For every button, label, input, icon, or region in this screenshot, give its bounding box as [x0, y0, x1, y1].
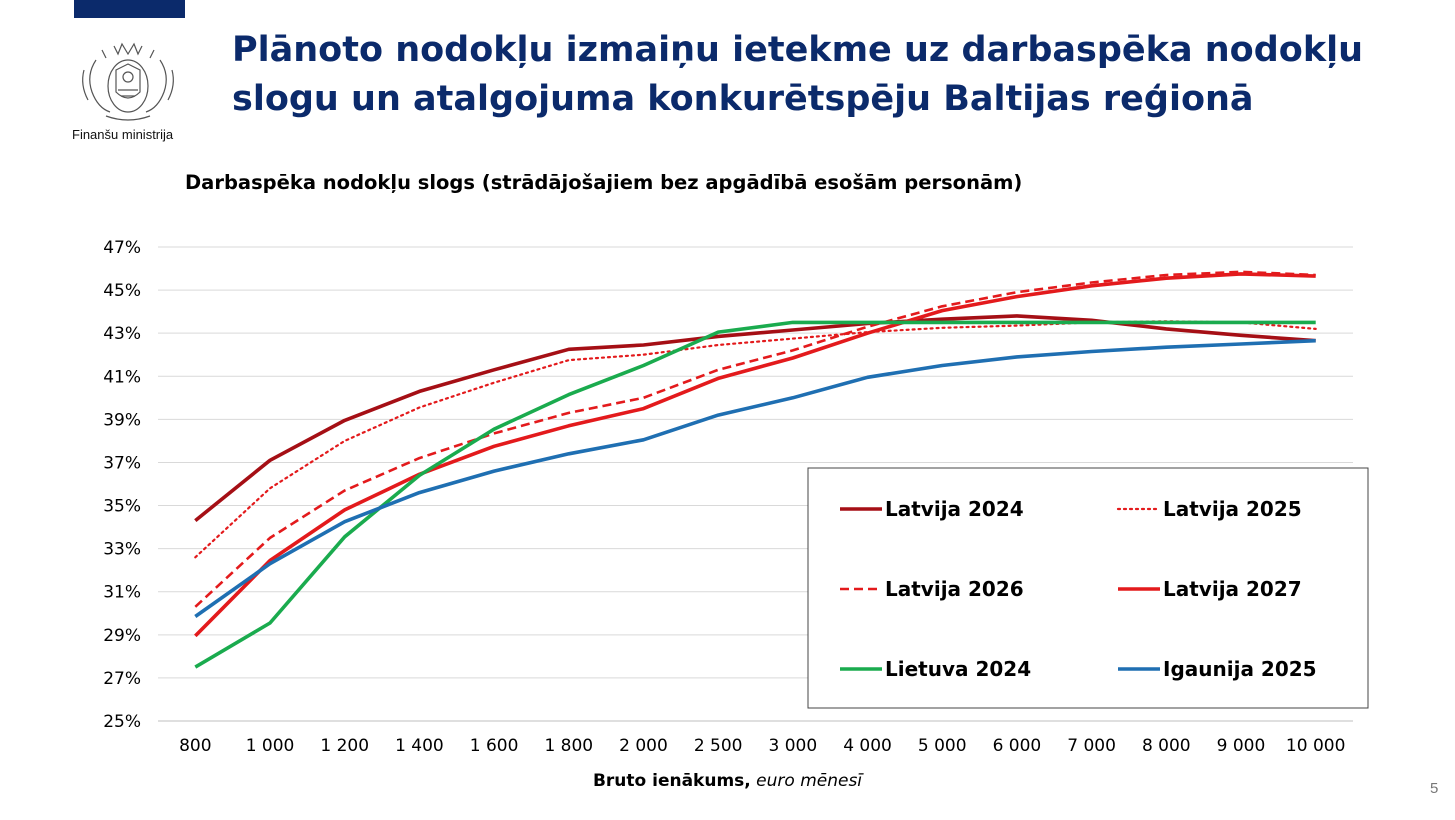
y-tick-label: 35%: [103, 497, 141, 517]
legend-label: Latvija 2024: [885, 497, 1024, 521]
y-tick-label: 29%: [103, 626, 141, 646]
x-tick-label: 4 000: [843, 736, 892, 756]
y-tick-label: 47%: [103, 238, 141, 258]
x-tick-label: 9 000: [1217, 736, 1266, 756]
x-tick-label: 10 000: [1286, 736, 1345, 756]
x-tick-label: 6 000: [993, 736, 1042, 756]
page-title-line1: Plānoto nodokļu izmaiņu ietekme uz darba…: [232, 30, 1364, 70]
series-line-latvija-2027: [194, 272, 1316, 638]
x-tick-label: 1 000: [246, 736, 295, 756]
ministry-label: Finanšu ministrija: [72, 127, 174, 142]
x-axis-label-main: Bruto ienākums,: [592, 771, 751, 791]
legend-label: Latvija 2027: [1163, 577, 1302, 601]
y-tick-label: 39%: [103, 410, 141, 430]
series-line-latvija-2026: [194, 270, 1316, 608]
x-tick-label: 2 500: [694, 736, 743, 756]
x-tick-label: 1 400: [395, 736, 444, 756]
series-line-latvija-2024: [194, 314, 1316, 523]
coat-of-arms-logo: [82, 42, 174, 121]
y-tick-label: 45%: [103, 281, 141, 301]
x-tick-label: 1 600: [470, 736, 519, 756]
x-axis-tick-labels: 800 1 000 1 200 1 400 1 600 1 800 2 000 2 500 3 …: [179, 736, 1345, 756]
x-tick-label: 3 000: [769, 736, 818, 756]
legend-label: Lietuva 2024: [885, 657, 1031, 681]
y-tick-label: 25%: [103, 712, 141, 732]
x-tick-label: 1 800: [544, 736, 593, 756]
x-tick-label: 800: [179, 736, 211, 756]
chart-title: Darbaspēka nodokļu slogs (strādājošajiem…: [185, 171, 1023, 194]
x-tick-label: 1 200: [320, 736, 369, 756]
x-axis-label-unit: euro mēnesī: [756, 771, 863, 791]
legend-label: Igaunija 2025: [1163, 657, 1317, 681]
y-tick-label: 41%: [103, 367, 141, 387]
series-line-igaunija-2025: [194, 338, 1316, 618]
page-title: Plānoto nodokļu izmaiņu ietekme uz darba…: [232, 26, 1432, 124]
y-tick-label: 43%: [103, 324, 141, 344]
x-tick-label: 8 000: [1142, 736, 1191, 756]
legend-label: Latvija 2026: [885, 577, 1024, 601]
y-axis-tick-labels: 25% 27% 29% 31% 33% 35% 37% 39% 41% 43% 45% 47%: [103, 238, 141, 732]
x-tick-label: 7 000: [1067, 736, 1116, 756]
y-tick-label: 27%: [103, 669, 141, 689]
x-tick-label: 5 000: [918, 736, 967, 756]
y-tick-label: 33%: [103, 540, 141, 560]
page-number: 5: [1430, 780, 1439, 797]
chart-legend: Latvija 2024 Latvija 2025 Latvija 2026 Latv…: [807, 467, 1369, 709]
legend-label: Latvija 2025: [1163, 497, 1302, 521]
chart-series: [194, 270, 1317, 669]
x-tick-label: 2 000: [619, 736, 668, 756]
x-axis-label: Bruto ienākums, euro mēnesī: [0, 771, 1455, 791]
page-title-line2: slogu un atalgojuma konkurētspēju Baltij…: [232, 79, 1254, 119]
legend-box: [807, 467, 1369, 709]
y-tick-label: 31%: [103, 583, 141, 603]
y-tick-label: 37%: [103, 453, 141, 473]
header-accent-bar: [74, 0, 185, 18]
